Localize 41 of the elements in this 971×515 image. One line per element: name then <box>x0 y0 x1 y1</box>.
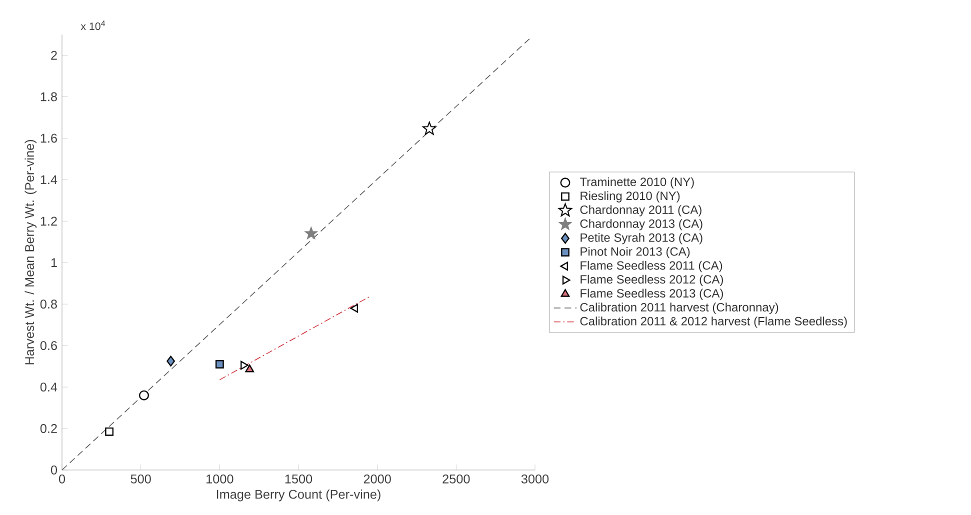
legend-label: Flame Seedless 2012 (CA) <box>580 274 723 286</box>
text: x 10$^{4}$ <box>80 20 106 30</box>
y-axis-title: Harvest Wt. / Mean Berry Wt. (Per-vine) <box>24 140 37 364</box>
legend-label: Chardonnay 2011 (CA) <box>580 205 702 216</box>
x-tick-label: 2500 <box>442 474 470 484</box>
y-tick-label: 1.6 <box>40 134 57 143</box>
x-tick-label: 1000 <box>206 474 234 484</box>
x-tick-label: 1500 <box>285 474 312 484</box>
x-tick-label: 0 <box>58 474 66 484</box>
x-tick-label: 3000 <box>521 474 549 484</box>
point <box>215 360 224 368</box>
y-tick-label: 0.2 <box>40 424 57 434</box>
y-tick-label: 1.4 <box>40 175 58 184</box>
y-tick-label: 0 <box>50 466 58 474</box>
x-tick-label: 500 <box>130 474 151 484</box>
x-axis-title: Image Berry Count (Per-vine) <box>216 490 380 502</box>
legend-label: Pinot Noir 2013 (CA) <box>580 246 690 258</box>
y-tick-label: 2 <box>51 50 57 60</box>
y-tick-label: 1.2 <box>40 216 57 226</box>
x-tick-label: 2000 <box>364 474 391 484</box>
legend-label: Traminette 2010 (NY) <box>580 177 694 189</box>
point <box>422 122 436 135</box>
point <box>240 360 248 370</box>
legend-label: Flame Seedless 2013 (CA) <box>580 288 723 300</box>
y-tick-label: 0.8 <box>40 300 57 309</box>
point <box>245 364 254 372</box>
point <box>105 427 114 436</box>
point <box>138 390 149 400</box>
legend-label: Calibration 2011 harvest (Charonnay) <box>580 302 778 314</box>
y-tick-label: 1 <box>51 258 57 267</box>
y-tick-label: 1.8 <box>40 92 57 102</box>
legend-label: Riesling 2010 (NY) <box>580 191 680 202</box>
y-tick-label: 0.6 <box>40 341 57 350</box>
legend-label: Flame Seedless 2011 (CA) <box>580 260 722 272</box>
legend-label: Calibration 2011 & 2012 harvest (Flame Seedless) <box>580 316 847 328</box>
point <box>304 226 318 240</box>
point <box>350 304 358 313</box>
y-tick-label: 0.4 <box>40 382 58 392</box>
legend-label: Petite Syrah 2013 (CA) <box>580 233 702 244</box>
legend-label: Chardonnay 2013 (CA) <box>580 219 702 230</box>
point <box>166 356 175 367</box>
